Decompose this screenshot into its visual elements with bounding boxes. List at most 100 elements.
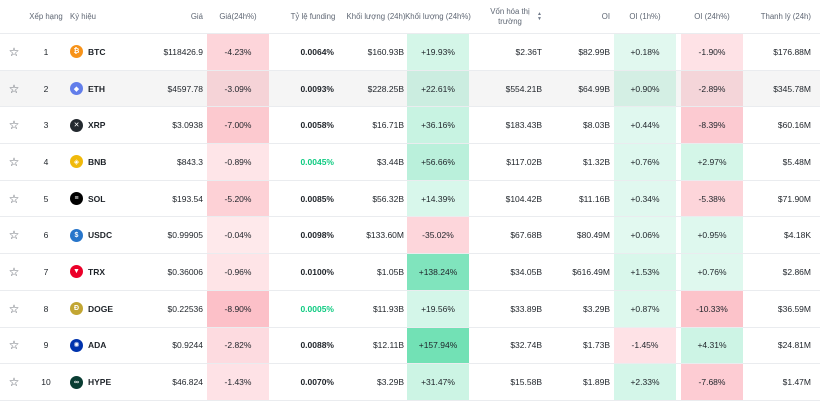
symbol[interactable]: ✺ ADA <box>70 328 140 364</box>
star-icon[interactable]: ☆ <box>8 154 20 169</box>
oi-1h: +0.44% <box>614 107 676 144</box>
rank: 2 <box>43 83 49 94</box>
volume24h: $12.11B <box>372 340 404 351</box>
header-liquidation[interactable]: Thanh lý (24h) <box>760 12 811 21</box>
change24h: -0.89% <box>207 144 269 180</box>
price: $46.824 <box>172 377 203 388</box>
star-icon[interactable]: ☆ <box>8 228 20 243</box>
header-volume-change24h[interactable]: Khối lượng (24h%) <box>405 12 471 21</box>
table-row[interactable]: ☆ 2 ◆ ETH $4597.78 -3.09% 0.0093% $228.25B +22.6… <box>0 70 820 108</box>
header-funding[interactable]: Tỷ lệ funding <box>290 12 336 21</box>
bitcoin-icon: ₿ <box>70 45 83 59</box>
volume-change24h: +14.39% <box>407 180 469 217</box>
oi-24h: -7.68% <box>681 364 743 400</box>
ethereum-icon: ◆ <box>70 82 83 96</box>
table-row[interactable]: ☆ 8 Ð DOGE $0.22536 -8.90% 0.0005% $11.93B +19.5… <box>0 290 820 328</box>
favorite-star-icon[interactable]: ☆ <box>6 71 22 107</box>
table-row[interactable]: ☆ 3 ✕ XRP $3.0938 -7.00% 0.0058% $16.71B +36.16%… <box>0 107 820 145</box>
table-row[interactable]: ☆ 7 ▼ TRX $0.36006 -0.96% 0.0100% $1.05B +138.24… <box>0 254 820 291</box>
star-icon[interactable]: ☆ <box>8 375 20 390</box>
table-row[interactable]: ☆ 4 ◈ BNB $843.3 -0.89% 0.0045% $3.44B +56.66% $1… <box>0 144 820 181</box>
table-row[interactable]: ☆ 6 $ USDC $0.99905 -0.04% 0.0098% $133.60M -35.… <box>0 217 820 255</box>
star-icon[interactable]: ☆ <box>8 301 20 316</box>
header-change24h[interactable]: Giá(24h%) <box>219 12 257 21</box>
header-symbol[interactable]: Ký hiệu <box>70 12 97 21</box>
favorite-star-icon[interactable]: ☆ <box>6 34 22 70</box>
symbol-label: USDC <box>88 230 113 241</box>
market-cap: $117.02B <box>506 156 542 167</box>
symbol[interactable]: Ð DOGE <box>70 291 140 327</box>
sort-icon[interactable]: ▲ ▼ <box>537 10 542 22</box>
favorite-star-icon[interactable]: ☆ <box>6 181 22 217</box>
change24h: -4.23% <box>207 34 269 70</box>
table-row[interactable]: ☆ 5 ≡ SOL $193.54 -5.20% 0.0085% $56.32B +14.39%… <box>0 180 820 218</box>
open-interest: $8.03B <box>583 120 610 131</box>
symbol-label: HYPE <box>88 377 112 388</box>
star-icon[interactable]: ☆ <box>8 338 20 353</box>
header-oi-24h[interactable]: OI (24h%) <box>694 12 730 21</box>
open-interest: $1.89B <box>583 377 610 388</box>
price: $0.22536 <box>167 303 203 314</box>
volume-change24h: +56.66% <box>407 144 469 180</box>
usdc-icon: $ <box>70 228 83 242</box>
symbol[interactable]: ◆ ETH <box>70 71 140 107</box>
table-row[interactable]: ☆ 10 ∞ HYPE $46.824 -1.43% 0.0070% $3.29B +31.47… <box>0 364 820 401</box>
open-interest: $11.16B <box>578 193 610 204</box>
header-oi-1h[interactable]: OI (1h%) <box>629 12 661 21</box>
oi-24h: -2.89% <box>681 70 743 107</box>
tron-icon: ▼ <box>70 265 83 279</box>
symbol[interactable]: ✕ XRP <box>70 107 140 143</box>
rank: 5 <box>43 193 49 204</box>
symbol[interactable]: ∞ HYPE <box>70 364 140 400</box>
star-icon[interactable]: ☆ <box>8 81 20 96</box>
volume24h: $3.29B <box>377 377 404 388</box>
price: $0.36006 <box>167 266 203 277</box>
rank: 6 <box>43 230 49 241</box>
header-volume24h[interactable]: Khối lượng (24h) <box>346 12 406 21</box>
volume24h: $11.93B <box>372 303 404 314</box>
volume-change24h: +157.94% <box>407 327 469 364</box>
oi-1h: +0.18% <box>614 34 676 70</box>
price: $3.0938 <box>172 120 203 131</box>
header-oi[interactable]: OI <box>601 12 610 21</box>
star-icon[interactable]: ☆ <box>8 264 20 279</box>
funding-rate: 0.0098% <box>300 230 334 241</box>
star-icon[interactable]: ☆ <box>8 118 20 133</box>
header-market-cap[interactable]: Vốn hóa thị trường ▲ ▼ <box>484 0 544 33</box>
oi-1h: +0.87% <box>614 290 676 327</box>
symbol[interactable]: $ USDC <box>70 217 140 253</box>
funding-rate: 0.0070% <box>300 377 334 388</box>
symbol[interactable]: ₿ BTC <box>70 34 140 70</box>
symbol[interactable]: ◈ BNB <box>70 144 140 180</box>
oi-24h: -5.38% <box>681 180 743 217</box>
oi-24h: -1.90% <box>681 34 743 70</box>
star-icon[interactable]: ☆ <box>8 44 20 59</box>
oi-24h: +2.97% <box>681 144 743 180</box>
symbol[interactable]: ▼ TRX <box>70 254 140 290</box>
favorite-star-icon[interactable]: ☆ <box>6 364 22 400</box>
favorite-star-icon[interactable]: ☆ <box>6 107 22 143</box>
volume24h: $3.44B <box>377 156 404 167</box>
favorite-star-icon[interactable]: ☆ <box>6 328 22 364</box>
favorite-star-icon[interactable]: ☆ <box>6 217 22 253</box>
star-icon[interactable]: ☆ <box>8 191 20 206</box>
liquidation24h: $71.90M <box>777 193 811 204</box>
volume-change24h: +36.16% <box>407 107 469 144</box>
volume24h: $133.60M <box>366 230 404 241</box>
symbol[interactable]: ≡ SOL <box>70 181 140 217</box>
header-price[interactable]: Giá <box>190 12 203 21</box>
dogecoin-icon: Ð <box>70 302 83 316</box>
funding-rate: 0.0064% <box>300 46 334 57</box>
volume24h: $160.93B <box>367 46 404 57</box>
header-rank[interactable]: Xếp hạng <box>29 12 63 21</box>
volume-change24h: +19.56% <box>407 290 469 327</box>
symbol-label: TRX <box>88 266 105 277</box>
favorite-star-icon[interactable]: ☆ <box>6 144 22 180</box>
favorite-star-icon[interactable]: ☆ <box>6 254 22 290</box>
symbol-label: BNB <box>88 156 107 167</box>
favorite-star-icon[interactable]: ☆ <box>6 291 22 327</box>
open-interest: $1.32B <box>583 156 610 167</box>
table-row[interactable]: ☆ 9 ✺ ADA $0.9244 -2.82% 0.0088% $12.11B +157.94… <box>0 327 820 365</box>
table-row[interactable]: ☆ 1 ₿ BTC $118426.9 -4.23% 0.0064% $160.93B +19.… <box>0 34 820 71</box>
